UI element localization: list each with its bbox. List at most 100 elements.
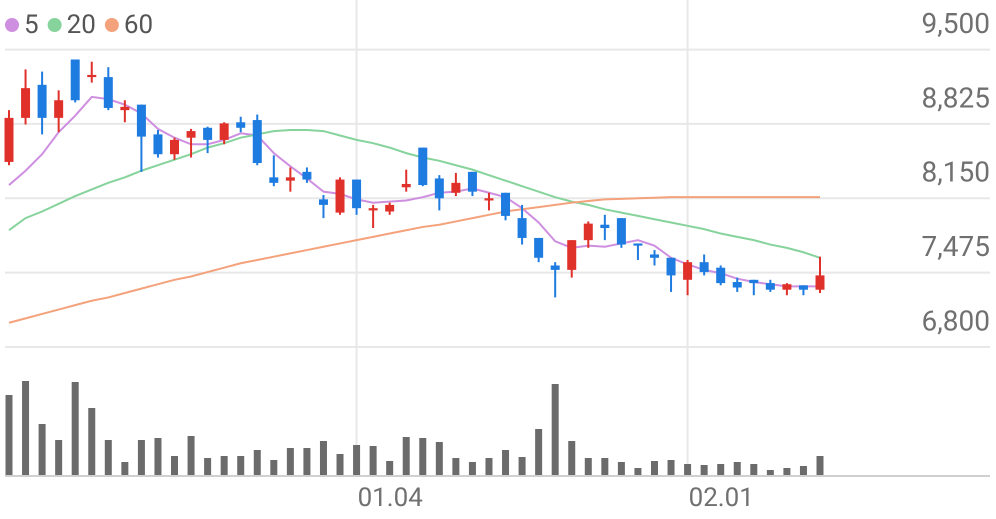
- candle-body: [616, 218, 626, 245]
- y-tick-label: 8,150: [922, 156, 990, 189]
- x-tick-label: 01.04: [358, 483, 424, 513]
- volume-bar: [353, 445, 361, 475]
- candle-body: [236, 122, 246, 128]
- candle-body: [302, 171, 312, 180]
- candle-body: [335, 179, 345, 213]
- volume-bar: [71, 382, 79, 475]
- volume-bar: [38, 424, 46, 475]
- candle-body: [368, 208, 378, 211]
- volume-bar: [650, 461, 658, 475]
- candle-body: [550, 265, 560, 270]
- volume-bar: [518, 457, 526, 475]
- volume-bar: [667, 460, 675, 475]
- volume-bar: [369, 446, 377, 475]
- volume-bar: [104, 440, 112, 475]
- volume-bar: [55, 440, 63, 475]
- candle-body: [219, 123, 229, 140]
- volume-bar: [270, 460, 278, 475]
- volume-bar: [502, 450, 510, 475]
- candle-body: [352, 179, 362, 209]
- y-tick-label: 6,800: [922, 304, 990, 337]
- candle-body: [186, 131, 196, 138]
- candle-body: [716, 267, 726, 284]
- candle-body: [37, 84, 47, 118]
- volume-bar: [783, 468, 791, 475]
- candle-body: [252, 120, 262, 164]
- volume-bar: [601, 458, 609, 475]
- volume-bar: [799, 466, 807, 475]
- volume-bar: [700, 465, 708, 475]
- volume-bar: [617, 462, 625, 475]
- candle-body: [434, 178, 444, 199]
- candle-body: [583, 223, 593, 241]
- volume-bar: [816, 456, 824, 475]
- candle-body: [798, 285, 808, 290]
- legend-swatch: [47, 18, 62, 32]
- candle-body: [666, 257, 676, 276]
- candle-body: [467, 171, 477, 192]
- candle-body: [484, 198, 494, 201]
- candle-body: [318, 199, 328, 205]
- ma-line: [8, 128, 821, 259]
- candle-body: [103, 77, 113, 108]
- candle-body: [501, 192, 511, 216]
- candle-body: [153, 134, 163, 155]
- volume-bar: [535, 429, 543, 475]
- candle-body: [285, 177, 295, 181]
- volume-bar: [402, 437, 410, 475]
- candle-body: [683, 262, 693, 280]
- volume-bar: [204, 458, 212, 475]
- volume-bar: [187, 436, 195, 475]
- volume-bar: [154, 438, 162, 475]
- ma-line: [8, 196, 820, 324]
- candle-body: [401, 183, 411, 188]
- volume-bar: [568, 441, 576, 475]
- ma-line: [8, 95, 820, 288]
- candle-body: [749, 279, 759, 284]
- candle-body: [517, 218, 527, 238]
- candle-body: [451, 182, 461, 193]
- candle-body: [815, 275, 825, 290]
- volume-bar: [684, 464, 692, 475]
- legend-label: 5: [24, 10, 39, 40]
- volume-bar: [22, 381, 30, 475]
- candle-body: [70, 59, 80, 101]
- volume-bar: [319, 441, 327, 475]
- volume-bar: [253, 450, 261, 475]
- candle-body: [534, 237, 544, 258]
- volume-bar: [733, 462, 741, 475]
- candle-body: [203, 127, 213, 140]
- y-tick-label: 7,475: [922, 230, 990, 263]
- candle-body: [649, 254, 659, 258]
- volume-bar: [435, 442, 443, 475]
- volume-bar: [220, 456, 228, 475]
- candle-body: [732, 282, 742, 288]
- candle-body: [136, 104, 146, 137]
- volume-bar: [485, 458, 493, 475]
- volume-bar: [717, 464, 725, 475]
- legend-swatch: [104, 18, 119, 32]
- x-tick-label: 02.01: [689, 483, 754, 513]
- volume-bar: [88, 408, 96, 475]
- candle-body: [170, 139, 180, 155]
- candle-body: [120, 106, 130, 111]
- candle-body: [600, 224, 610, 229]
- volume-bar: [452, 458, 460, 475]
- candle-body: [782, 284, 792, 290]
- volume-bar: [286, 448, 294, 475]
- candle-body: [54, 100, 64, 118]
- candle-body: [765, 283, 775, 290]
- volume-bar: [137, 440, 145, 475]
- volume-bar: [551, 384, 559, 475]
- legend-swatch: [5, 18, 19, 32]
- legend-label: 60: [124, 10, 153, 40]
- candle-body: [87, 74, 97, 78]
- volume-bar: [386, 461, 394, 475]
- volume-bar: [419, 438, 427, 475]
- volume-bar: [468, 462, 476, 475]
- volume-bar: [584, 458, 592, 475]
- legend-label: 20: [67, 10, 96, 40]
- candle-body: [269, 177, 279, 183]
